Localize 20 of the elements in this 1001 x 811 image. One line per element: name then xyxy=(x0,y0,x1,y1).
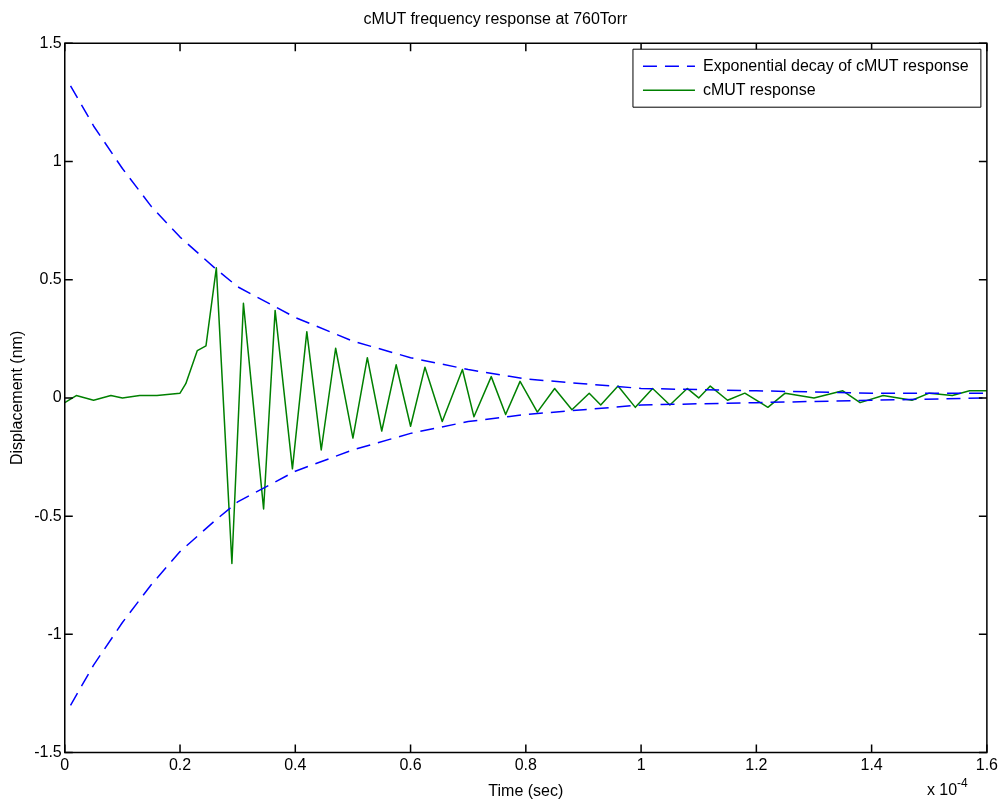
legend-label: Exponential decay of cMUT response xyxy=(702,56,969,74)
y-tick-label: 1.5 xyxy=(39,33,62,51)
y-tick-label: -1.5 xyxy=(34,743,62,761)
x-tick-label: 0.4 xyxy=(284,755,307,773)
y-tick-label: 1 xyxy=(52,151,62,169)
y-tick-label: -0.5 xyxy=(34,506,62,524)
chart-title: cMUT frequency response at 760Torr xyxy=(363,10,629,28)
x-tick-label: 1.4 xyxy=(860,755,883,773)
x-tick-label: 0.2 xyxy=(168,755,192,773)
y-tick-label: -1 xyxy=(47,624,62,642)
x-tick-label: 0.8 xyxy=(514,755,538,773)
x-tick-label: 1.2 xyxy=(745,755,768,773)
x-tick-label: 0.6 xyxy=(399,755,422,773)
legend-label: cMUT response xyxy=(702,80,816,98)
y-tick-label: 0 xyxy=(52,388,62,406)
y-axis-title: Displacement (nm) xyxy=(8,330,26,466)
x-tick-label: 1 xyxy=(636,755,646,773)
y-tick-label: 0.5 xyxy=(39,270,62,288)
x-tick-label: 1.6 xyxy=(975,755,999,773)
x-axis-title: Time (sec) xyxy=(488,781,564,799)
